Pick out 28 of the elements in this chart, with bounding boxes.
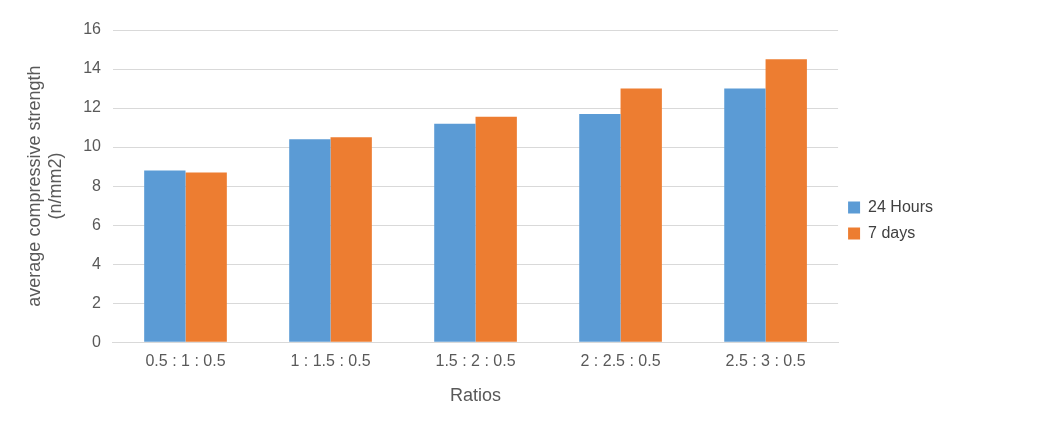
- x-tick-label: 1 : 1.5 : 0.5: [290, 352, 371, 370]
- bar: [620, 88, 662, 342]
- x-axis-title: Ratios: [450, 385, 502, 406]
- y-tick-label: 10: [83, 137, 102, 155]
- y-tick-label: 2: [92, 293, 102, 311]
- bar: [144, 170, 186, 342]
- x-tick-label: 1.5 : 2 : 0.5: [435, 352, 516, 370]
- x-tick-label: 2 : 2.5 : 0.5: [580, 352, 661, 370]
- y-tick-label: 16: [83, 20, 102, 38]
- legend-label: 7 days: [868, 223, 916, 241]
- bar: [289, 139, 331, 342]
- bar: [434, 123, 476, 342]
- bar: [475, 116, 517, 342]
- y-tick-label: 4: [92, 254, 102, 272]
- y-axis-title: average compressive strength (n/mm2): [23, 65, 66, 307]
- bar: [185, 172, 227, 342]
- x-tick-label: 0.5 : 1 : 0.5: [145, 352, 226, 370]
- y-tick-label: 8: [92, 176, 102, 194]
- x-tick-label: 2.5 : 3 : 0.5: [725, 352, 806, 370]
- bar: [724, 88, 766, 342]
- legend-label: 24 Hours: [868, 197, 933, 215]
- y-tick-label: 12: [83, 98, 102, 116]
- bar: [330, 137, 372, 342]
- y-tick-label: 0: [92, 332, 102, 350]
- y-tick-label: 6: [92, 215, 102, 233]
- y-tick-label: 14: [83, 59, 102, 77]
- bar: [765, 59, 807, 342]
- bar: [579, 113, 621, 342]
